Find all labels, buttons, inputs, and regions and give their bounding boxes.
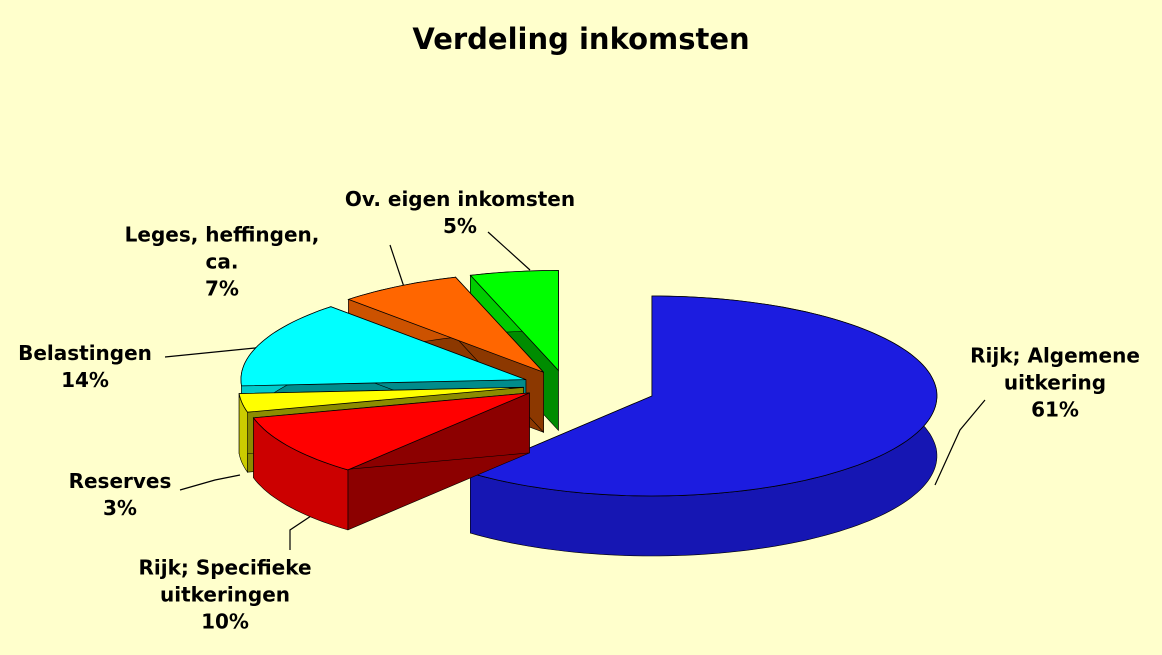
- slice-group: [252, 392, 530, 531]
- value-label: 61%: [1031, 397, 1079, 422]
- slice-label: Reserves 3%: [55, 468, 185, 522]
- slice: [469, 269, 559, 372]
- leader-line: [487, 231, 531, 271]
- value-label: 3%: [103, 496, 137, 520]
- slice: [238, 386, 524, 413]
- value-label: 10%: [201, 609, 249, 634]
- chart-title: Verdeling inkomsten: [412, 22, 750, 56]
- leader-line: [389, 244, 406, 291]
- category: Rijk; Specifieke uitkeringen: [138, 555, 312, 607]
- slice-label: Leges, heffingen, ca. 7%: [125, 222, 320, 303]
- slice: [469, 295, 938, 497]
- slice-label: Ov. eigen inkomsten 5%: [310, 186, 610, 240]
- value-label: 14%: [61, 368, 109, 392]
- slice: [347, 276, 544, 373]
- category: Rijk; Algemene uitkering: [970, 343, 1140, 395]
- leader-line: [179, 474, 241, 491]
- slice-group: [469, 295, 938, 557]
- slice: [252, 392, 530, 471]
- value-label: 7%: [205, 276, 239, 301]
- category: Leges, heffingen, ca.: [124, 222, 320, 274]
- value-label: 5%: [443, 214, 477, 238]
- category: Reserves: [68, 469, 172, 493]
- category: Belastingen: [18, 341, 152, 365]
- leader-line: [934, 399, 986, 486]
- category: Ov. eigen inkomsten: [344, 187, 576, 211]
- slice-label: Rijk; Specifieke uitkeringen 10%: [118, 555, 333, 636]
- slice-label: Belastingen 14%: [0, 340, 170, 394]
- slice-label: Rijk; Algemene uitkering 61%: [955, 343, 1155, 424]
- slice: [240, 306, 527, 387]
